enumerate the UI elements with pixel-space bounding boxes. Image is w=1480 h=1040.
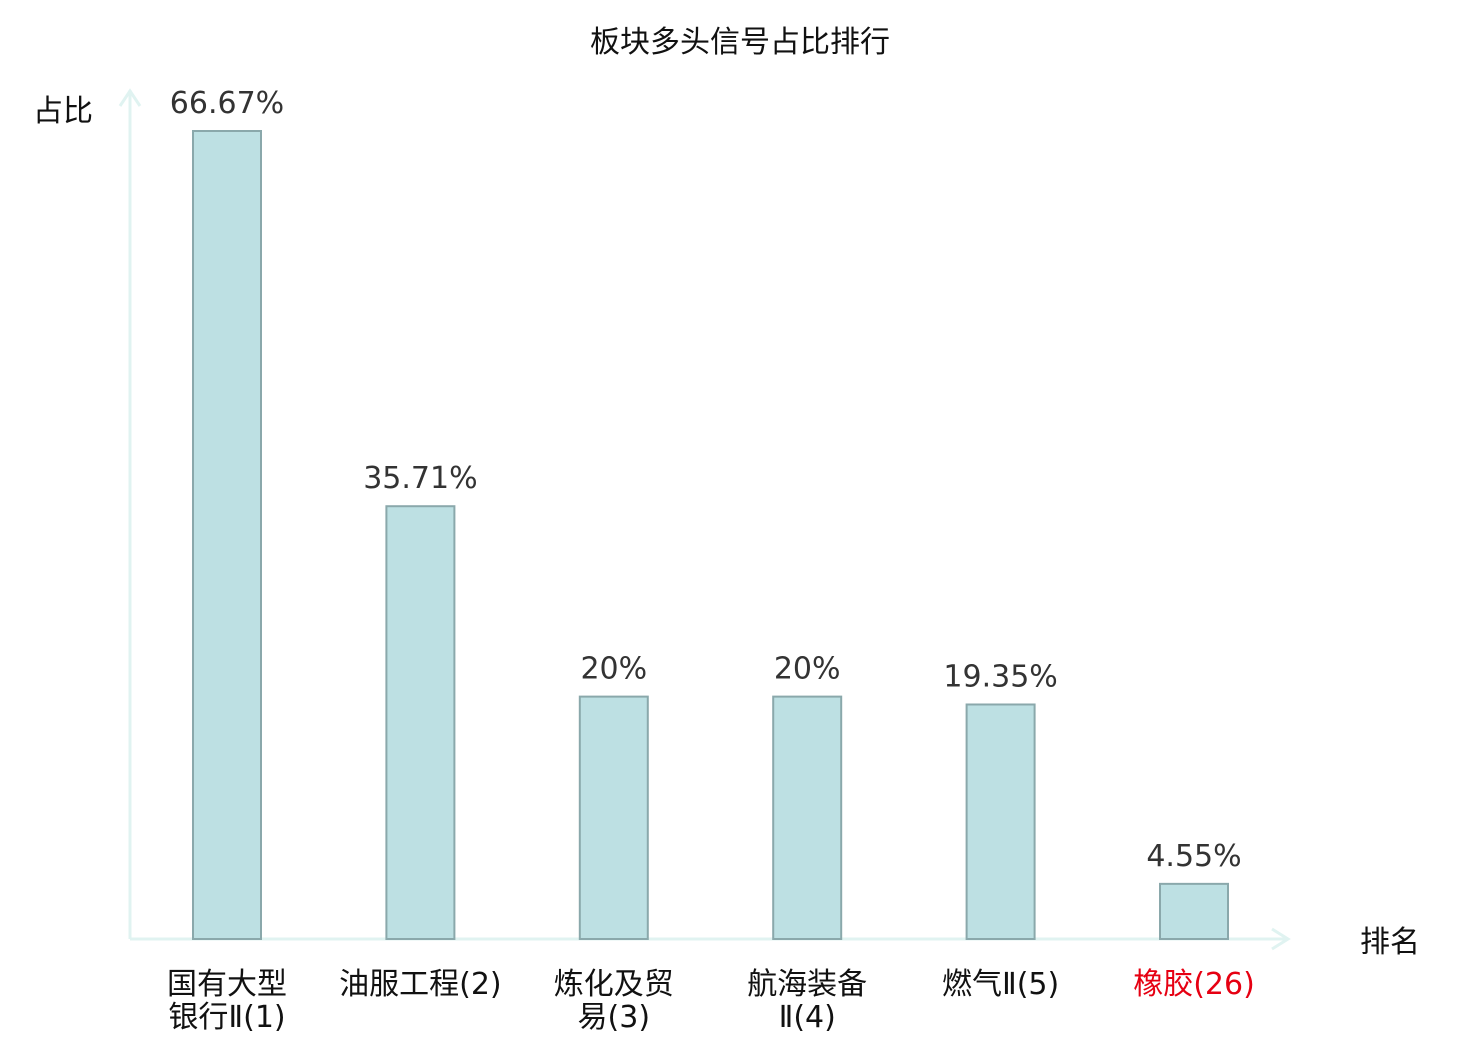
bars-group <box>192 130 1229 941</box>
bar <box>192 130 262 940</box>
bar-value-label: 4.55% <box>1146 839 1241 874</box>
bar-value-label: 19.35% <box>943 659 1057 694</box>
category-label: 航海装备 <box>747 967 867 1002</box>
value-labels-group: 66.67% 35.71% 20% 20% 19.35% 4.55% <box>170 86 1242 874</box>
chart-title: 板块多头信号占比排行 <box>590 25 890 60</box>
bar <box>1159 882 1229 940</box>
x-axis-label: 排名 <box>1360 925 1420 960</box>
category-label: 易(3) <box>578 1000 651 1035</box>
category-label: 橡胶(26) <box>1133 967 1255 1002</box>
category-label: Ⅱ(4) <box>779 1000 836 1035</box>
bar <box>578 695 649 940</box>
axes <box>118 88 1291 951</box>
category-label: 燃气Ⅱ(5) <box>942 967 1059 1002</box>
category-label: 炼化及贸 <box>554 967 674 1002</box>
category-label: 国有大型 <box>167 967 287 1002</box>
bar <box>965 703 1036 941</box>
bar <box>385 505 456 940</box>
category-label: 银行Ⅱ(1) <box>168 1000 285 1035</box>
bar-value-label: 66.67% <box>170 86 284 121</box>
bar-value-label: 35.71% <box>363 461 477 496</box>
category-label: 油服工程(2) <box>339 967 502 1002</box>
y-axis-arrow <box>118 88 142 107</box>
x-axis-arrow <box>1271 927 1291 951</box>
y-axis-label: 占比 <box>33 94 93 129</box>
bar-value-label: 20% <box>580 652 647 687</box>
bar-value-label: 20% <box>774 652 841 687</box>
bar <box>772 695 843 940</box>
